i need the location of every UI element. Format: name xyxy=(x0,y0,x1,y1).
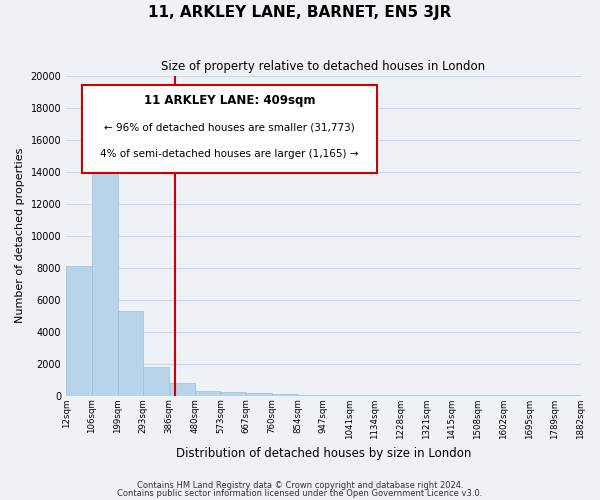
Bar xyxy=(169,382,195,396)
Bar xyxy=(246,393,272,396)
Bar xyxy=(118,310,143,396)
Title: Size of property relative to detached houses in London: Size of property relative to detached ho… xyxy=(161,60,485,73)
Bar xyxy=(66,266,92,396)
Bar xyxy=(220,392,246,396)
Bar xyxy=(272,394,298,396)
Bar xyxy=(143,366,169,396)
Bar xyxy=(92,130,118,396)
Bar xyxy=(298,394,323,396)
Text: 4% of semi-detached houses are larger (1,165) →: 4% of semi-detached houses are larger (1… xyxy=(100,149,359,159)
Text: 11, ARKLEY LANE, BARNET, EN5 3JR: 11, ARKLEY LANE, BARNET, EN5 3JR xyxy=(148,5,452,20)
Text: Contains public sector information licensed under the Open Government Licence v3: Contains public sector information licen… xyxy=(118,489,482,498)
Text: 11 ARKLEY LANE: 409sqm: 11 ARKLEY LANE: 409sqm xyxy=(144,94,315,108)
FancyBboxPatch shape xyxy=(82,85,377,173)
Text: Contains HM Land Registry data © Crown copyright and database right 2024.: Contains HM Land Registry data © Crown c… xyxy=(137,480,463,490)
Text: ← 96% of detached houses are smaller (31,773): ← 96% of detached houses are smaller (31… xyxy=(104,122,355,132)
Y-axis label: Number of detached properties: Number of detached properties xyxy=(15,148,25,323)
Bar xyxy=(195,390,220,396)
X-axis label: Distribution of detached houses by size in London: Distribution of detached houses by size … xyxy=(176,447,471,460)
